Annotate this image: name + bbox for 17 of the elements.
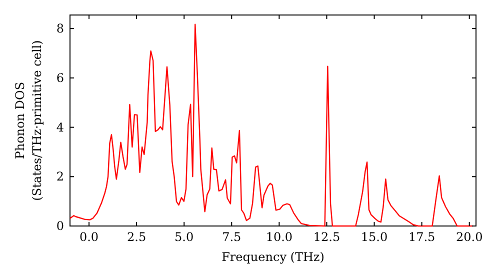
x-tick-label: 10.0 <box>266 230 293 244</box>
line-series <box>69 24 474 227</box>
y-axis-title: Phonon DOS (States/THz·primitive cell) <box>13 40 44 201</box>
y-tick-label: 6 <box>56 70 64 85</box>
x-tick-label: 17.5 <box>408 230 436 244</box>
x-tick-label: 12.5 <box>313 230 340 244</box>
y-tick-label: 2 <box>56 170 64 184</box>
x-tick-label: 15.0 <box>360 230 388 244</box>
x-tick-label: 7.5 <box>222 230 242 244</box>
y-tick-label: 4 <box>56 120 64 134</box>
x-tick-label: 0.0 <box>79 230 99 244</box>
y-tick-label: 0 <box>56 219 64 233</box>
x-axis-title: Frequency (THz) <box>222 250 324 264</box>
y-tick-label: 8 <box>56 22 64 36</box>
x-tick-label: 2.5 <box>127 230 146 244</box>
x-tick-label: 20.0 <box>456 230 483 244</box>
x-tick-label: 5.0 <box>174 230 194 244</box>
